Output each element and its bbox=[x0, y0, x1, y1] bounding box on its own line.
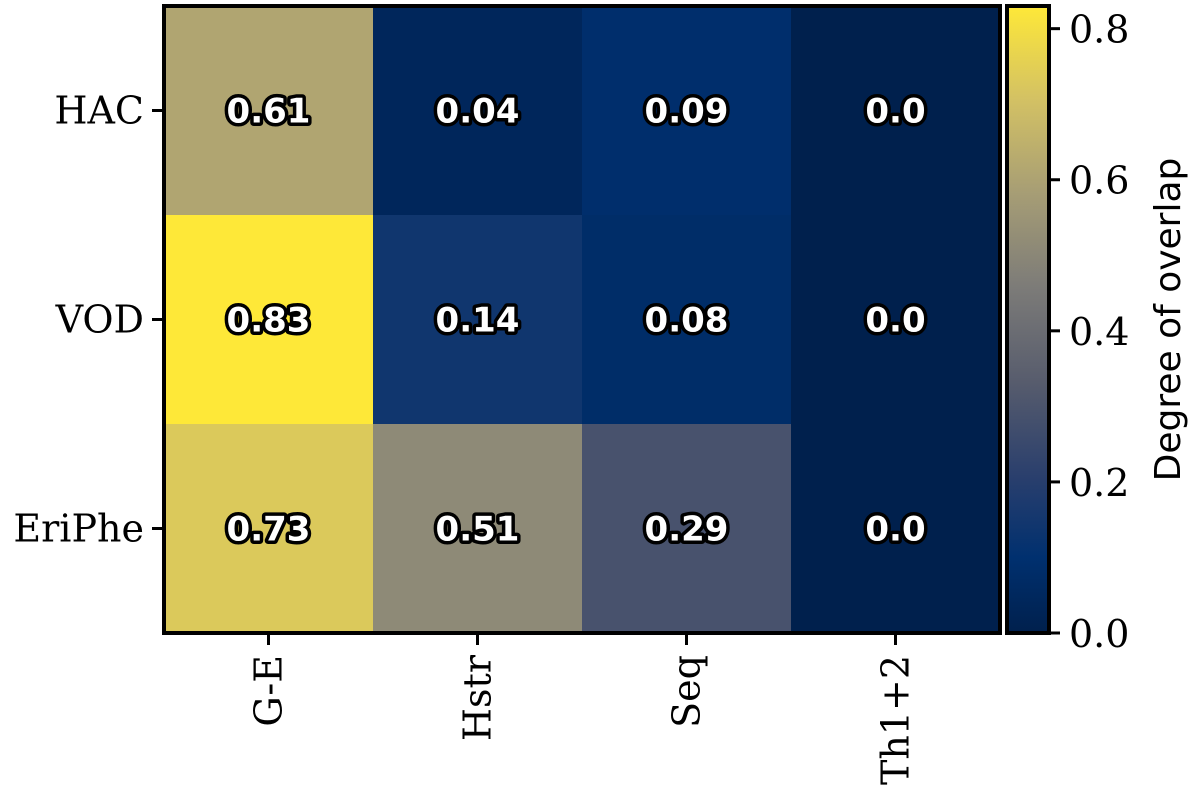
colorbar: 0.0 0.2 0.4 0.6 0.8 Degree of overlap bbox=[1005, 4, 1189, 656]
heatmap-cell-label-0-3: 0.0 bbox=[865, 92, 925, 132]
heatmap-cell-1-2 bbox=[582, 215, 792, 425]
y-tick-label-0: HAC bbox=[54, 89, 144, 133]
heatmap-cell-2-0 bbox=[164, 424, 374, 634]
colorbar-tick-label-2: 0.4 bbox=[1069, 310, 1129, 354]
colorbar-gradient bbox=[1005, 4, 1051, 635]
colorbar-tick-label-4: 0.8 bbox=[1069, 8, 1129, 52]
heatmap-cell-label-2-2: 0.29 bbox=[645, 510, 729, 550]
heatmap-cell-2-3 bbox=[791, 424, 1001, 634]
heatmap-cell-labels: 0.61 0.04 0.09 0.0 0.83 0.14 0.08 0.0 0.73 0.51 0.… bbox=[223, 88, 929, 553]
heatmap-cell-label-2-3: 0.0 bbox=[865, 510, 925, 550]
heatmap-cell-label-0-0: 0.61 bbox=[227, 92, 311, 132]
x-tick-label-3: Th1+2 bbox=[874, 655, 918, 785]
x-tick-label-2: Seq bbox=[665, 655, 709, 728]
x-tick-label-1: Hstr bbox=[456, 654, 500, 741]
heatmap-cell-1-3 bbox=[791, 215, 1001, 425]
heatmap-cell-label-0-2: 0.09 bbox=[645, 92, 729, 132]
heatmap-cell-0-2 bbox=[582, 6, 792, 216]
x-tick-label-0: G-E bbox=[247, 655, 291, 727]
heatmap-cell-0-3 bbox=[791, 6, 1001, 216]
heatmap-cell-1-1 bbox=[373, 215, 583, 425]
y-tick-label-2: EriPhe bbox=[13, 507, 144, 551]
heatmap-cell-label-1-1: 0.14 bbox=[436, 301, 520, 341]
colorbar-tick-label-0: 0.0 bbox=[1069, 612, 1129, 656]
y-axis-ticks: HAC VOD EriPhe bbox=[13, 89, 164, 551]
heatmap-cell-label-1-0: 0.83 bbox=[227, 301, 311, 341]
colorbar-ticks: 0.0 0.2 0.4 0.6 0.8 bbox=[1049, 8, 1129, 656]
heatmap-cell-label-2-0: 0.73 bbox=[227, 510, 311, 550]
heatmap-cell-1-0 bbox=[164, 215, 374, 425]
heatmap-cell-label-1-2: 0.08 bbox=[645, 301, 729, 341]
colorbar-label: Degree of overlap bbox=[1148, 158, 1189, 482]
heatmap-cell-label-0-1: 0.04 bbox=[436, 92, 520, 132]
heatmap-cell-0-0 bbox=[164, 6, 374, 216]
colorbar-tick-label-1: 0.2 bbox=[1069, 461, 1129, 505]
colorbar-tick-label-3: 0.6 bbox=[1069, 159, 1129, 203]
y-tick-label-1: VOD bbox=[55, 298, 144, 342]
heatmap-cells bbox=[164, 6, 1001, 634]
heatmap-cell-2-2 bbox=[582, 424, 792, 634]
heatmap-cell-label-1-3: 0.0 bbox=[865, 301, 925, 341]
heatmap-cell-label-2-1: 0.51 bbox=[436, 510, 520, 550]
heatmap-cell-2-1 bbox=[373, 424, 583, 634]
heatmap-cell-0-1 bbox=[373, 6, 583, 216]
x-axis-ticks: G-E Hstr Seq Th1+2 bbox=[247, 633, 918, 785]
